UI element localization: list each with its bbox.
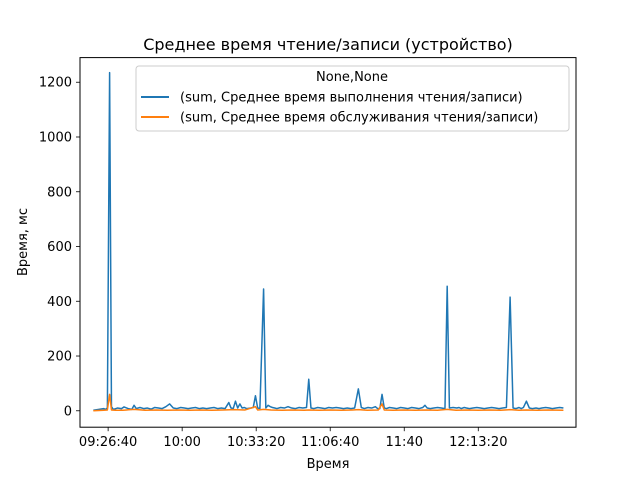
- x-tick-label: 09:26:40: [79, 435, 137, 450]
- x-axis-ticks: 09:26:40 10:00 10:33:20 11:06:40 11:40 12:13:…: [79, 427, 507, 450]
- x-tick-label: 10:00: [163, 435, 200, 450]
- y-tick-label: 200: [47, 350, 72, 365]
- y-tick-label: 0: [64, 404, 72, 419]
- x-tick-label: 12:13:20: [449, 435, 507, 450]
- y-axis-ticks: 0 200 400 600 800 1000 1200: [39, 76, 80, 419]
- chart-title: Среднее время чтение/записи (устройство): [143, 35, 513, 54]
- series-line-1: [93, 71, 564, 411]
- y-tick-label: 600: [47, 240, 72, 255]
- legend-entry-series-2: (sum, Среднее время обслуживания чтения/…: [180, 111, 538, 126]
- plot-series: [93, 71, 564, 412]
- y-tick-label: 400: [47, 295, 72, 310]
- legend-entry-series-1: (sum, Среднее время выполнения чтения/за…: [180, 91, 523, 106]
- x-tick-label: 10:33:20: [227, 435, 285, 450]
- x-tick-label: 11:40: [386, 435, 423, 450]
- series-line-2: [93, 393, 564, 412]
- y-axis-label: Время, мс: [16, 208, 31, 276]
- y-tick-label: 1200: [39, 76, 72, 91]
- legend: None,None (sum, Среднее время выполнения…: [135, 65, 570, 132]
- y-tick-label: 800: [47, 185, 72, 200]
- legend-title: None,None: [316, 70, 388, 85]
- legend-box: [135, 65, 570, 132]
- x-axis-label: Время: [307, 457, 350, 472]
- plot-area-frame: [79, 57, 577, 428]
- x-tick-label: 11:06:40: [301, 435, 359, 450]
- y-tick-label: 1000: [39, 130, 72, 145]
